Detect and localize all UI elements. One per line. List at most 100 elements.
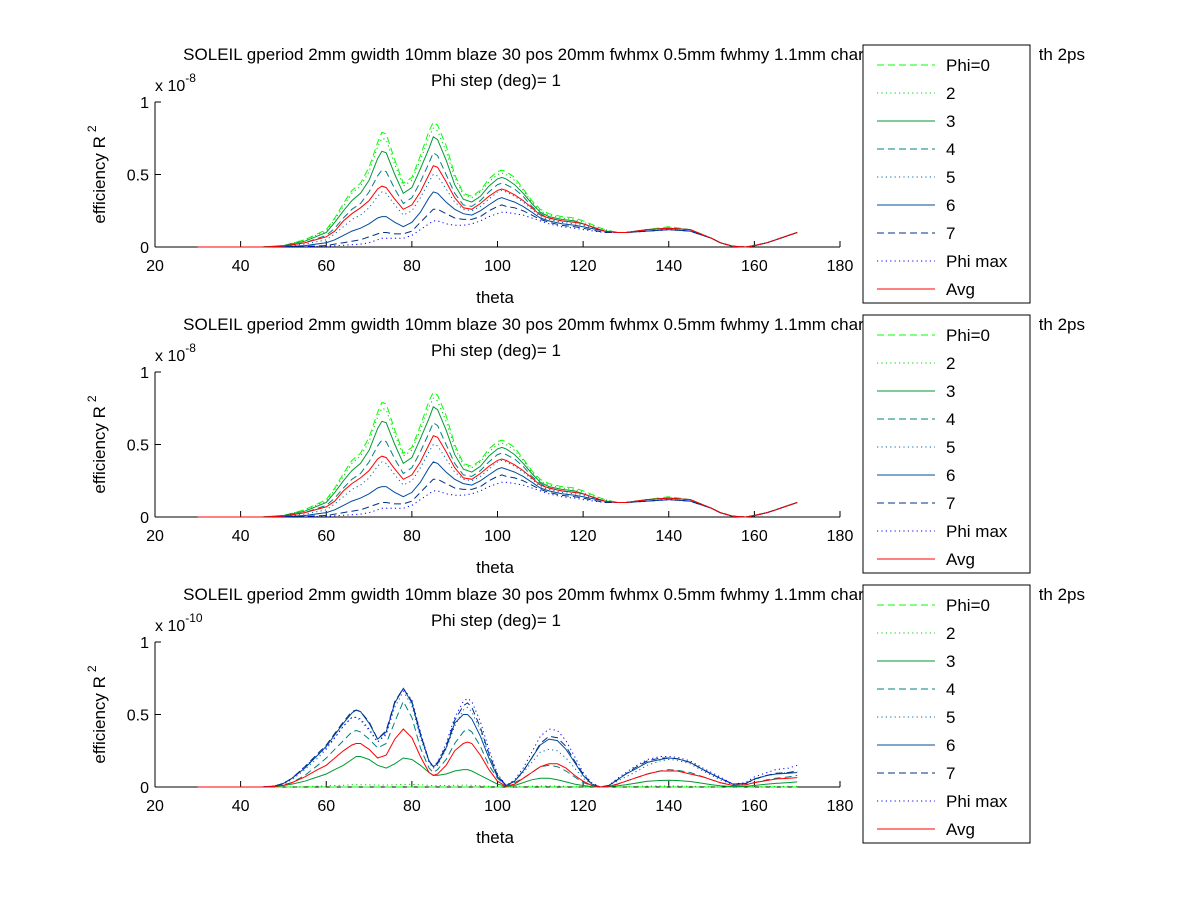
legend-entry-label: Avg (946, 820, 975, 839)
series-group (197, 391, 798, 518)
y-exponent-label: x 10-10 (155, 611, 203, 635)
chart-title: SOLEIL gperiod 2mm gwidth 10mm blaze 30 … (183, 315, 897, 334)
legend-entry-label: 6 (946, 736, 955, 755)
legend-entry-label: Avg (946, 280, 975, 299)
y-tick-label: 0 (140, 240, 149, 257)
x-axis-label: theta (476, 828, 514, 847)
y-tick-label: 0 (140, 780, 149, 797)
legend-box (862, 584, 1031, 844)
x-tick-label: 40 (232, 798, 250, 815)
legend: Phi=0 2 3 4 5 6 7 Phi max Avg (862, 584, 1031, 844)
legend-entry-label: 2 (946, 624, 955, 643)
x-tick-label: 20 (146, 258, 164, 275)
series-line-phi-0 (197, 121, 798, 248)
y-tick-label: 0.5 (127, 438, 149, 455)
x-tick-label: 160 (741, 798, 768, 815)
x-tick-label: 140 (655, 258, 682, 275)
x-tick-label: 160 (741, 528, 768, 545)
legend-entry-label: 2 (946, 84, 955, 103)
series-line-avg (197, 165, 798, 248)
legend-entry-label: Phi max (946, 792, 1008, 811)
x-tick-label: 60 (317, 798, 335, 815)
x-tick-label: 180 (827, 258, 854, 275)
x-tick-label: 60 (317, 528, 335, 545)
legend-box (862, 44, 1031, 304)
chart-title-tail: th 2ps (1039, 315, 1085, 334)
series-line-7 (197, 204, 798, 248)
subplot-2: SOLEIL gperiod 2mm gwidth 10mm blaze 30 … (85, 314, 1085, 577)
series-line-7 (197, 687, 798, 788)
legend-entry-label: Phi=0 (946, 326, 990, 345)
chart-subtitle: Phi step (deg)= 1 (431, 341, 561, 360)
legend-entry-label: 4 (946, 140, 955, 159)
x-axis-label: theta (476, 558, 514, 577)
legend-entry-label: 7 (946, 764, 955, 783)
x-tick-label: 180 (827, 798, 854, 815)
legend-entry-label: 5 (946, 708, 955, 727)
x-tick-label: 100 (484, 528, 511, 545)
y-exponent-label: x 10-8 (155, 71, 196, 95)
legend-entry-label: 3 (946, 652, 955, 671)
x-axis-label: theta (476, 288, 514, 307)
legend-box (862, 314, 1031, 574)
legend-entry-label: Phi=0 (946, 56, 990, 75)
legend-entry-label: 4 (946, 410, 955, 429)
series-line-4 (197, 700, 798, 788)
chart-title: SOLEIL gperiod 2mm gwidth 10mm blaze 30 … (183, 585, 897, 604)
x-tick-label: 100 (484, 798, 511, 815)
y-tick-label: 0 (140, 510, 149, 527)
series-line-5 (197, 690, 798, 788)
x-tick-label: 120 (570, 528, 597, 545)
legend-entry-label: 3 (946, 112, 955, 131)
y-axis-label: efficiency R2 (85, 395, 109, 494)
legend-entry-label: 3 (946, 382, 955, 401)
x-tick-label: 60 (317, 258, 335, 275)
legend-entry-label: 4 (946, 680, 955, 699)
x-tick-label: 140 (655, 798, 682, 815)
y-tick-label: 0.5 (127, 708, 149, 725)
legend: Phi=0 2 3 4 5 6 7 Phi max Avg (862, 314, 1031, 574)
y-tick-label: 1 (140, 635, 149, 652)
x-tick-label: 40 (232, 528, 250, 545)
series-line-3 (197, 756, 798, 788)
chart-title: SOLEIL gperiod 2mm gwidth 10mm blaze 30 … (183, 45, 897, 64)
subplots: SOLEIL gperiod 2mm gwidth 10mm blaze 30 … (85, 44, 1085, 847)
series-line-7 (197, 474, 798, 518)
legend: Phi=0 2 3 4 5 6 7 Phi max Avg (862, 44, 1031, 304)
legend-entry-label: Avg (946, 550, 975, 569)
subplot-1: SOLEIL gperiod 2mm gwidth 10mm blaze 30 … (85, 44, 1085, 307)
series-group (197, 121, 798, 248)
chart-subtitle: Phi step (deg)= 1 (431, 71, 561, 90)
series-line-phi-0 (197, 391, 798, 518)
x-tick-label: 20 (146, 528, 164, 545)
chart-title-tail: th 2ps (1039, 45, 1085, 64)
x-tick-label: 100 (484, 258, 511, 275)
legend-entry-label: 6 (946, 466, 955, 485)
x-tick-label: 40 (232, 258, 250, 275)
series-group (197, 687, 798, 788)
y-exponent-label: x 10-8 (155, 341, 196, 365)
x-tick-label: 120 (570, 798, 597, 815)
x-tick-label: 180 (827, 528, 854, 545)
x-tick-label: 160 (741, 258, 768, 275)
chart-subtitle: Phi step (deg)= 1 (431, 611, 561, 630)
series-line-avg (197, 435, 798, 518)
subplot-3: SOLEIL gperiod 2mm gwidth 10mm blaze 30 … (85, 584, 1085, 847)
y-tick-label: 1 (140, 365, 149, 382)
legend-entry-label: Phi max (946, 252, 1008, 271)
chart-title-tail: th 2ps (1039, 585, 1085, 604)
legend-entry-label: 7 (946, 224, 955, 243)
series-line-6 (197, 687, 798, 788)
y-tick-label: 1 (140, 95, 149, 112)
legend-entry-label: 7 (946, 494, 955, 513)
series-line-2 (197, 783, 798, 788)
y-axis-label: efficiency R2 (85, 665, 109, 764)
series-line-avg (197, 728, 798, 788)
legend-entry-label: Phi=0 (946, 596, 990, 615)
legend-entry-label: 6 (946, 196, 955, 215)
x-tick-label: 80 (403, 798, 421, 815)
x-tick-label: 140 (655, 528, 682, 545)
y-axis-label: efficiency R2 (85, 125, 109, 224)
y-tick-label: 0.5 (127, 168, 149, 185)
